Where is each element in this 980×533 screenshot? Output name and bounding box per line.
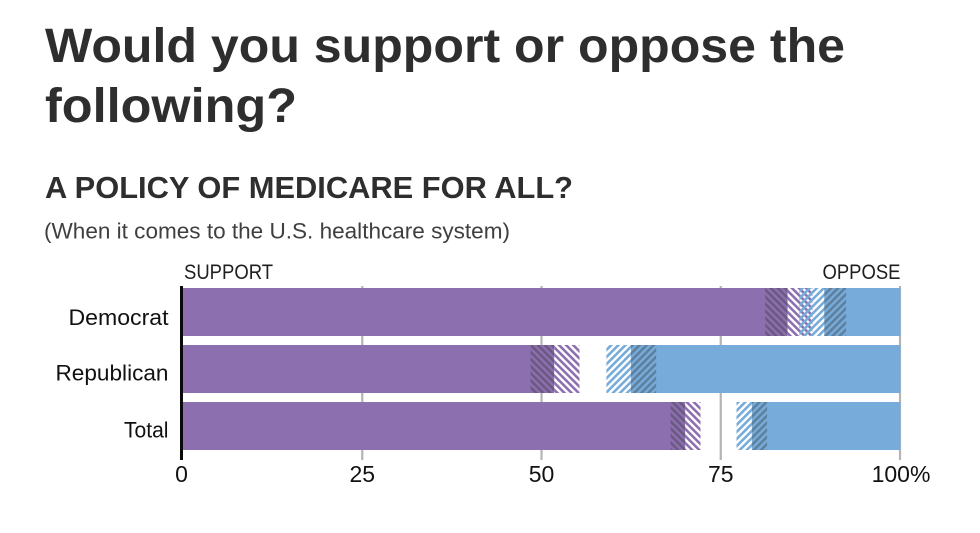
svg-text:100%: 100% (872, 461, 931, 487)
svg-text:Democrat: Democrat (69, 305, 169, 330)
svg-text:(When it comes to the U.S. hea: (When it comes to the U.S. healthcare sy… (44, 219, 510, 244)
svg-text:Republican: Republican (56, 361, 169, 386)
svg-text:Would you support or oppose th: Would you support or oppose the (45, 19, 845, 73)
svg-text:0: 0 (175, 461, 188, 487)
svg-text:SUPPORT: SUPPORT (184, 260, 273, 284)
svg-text:25: 25 (349, 461, 375, 487)
svg-text:50: 50 (529, 461, 555, 487)
svg-text:OPPOSE: OPPOSE (823, 260, 901, 284)
svg-text:75: 75 (708, 461, 734, 487)
svg-text:following?: following? (45, 79, 297, 133)
svg-text:A POLICY OF MEDICARE FOR ALL?: A POLICY OF MEDICARE FOR ALL? (45, 170, 573, 205)
svg-text:Total: Total (124, 418, 169, 443)
